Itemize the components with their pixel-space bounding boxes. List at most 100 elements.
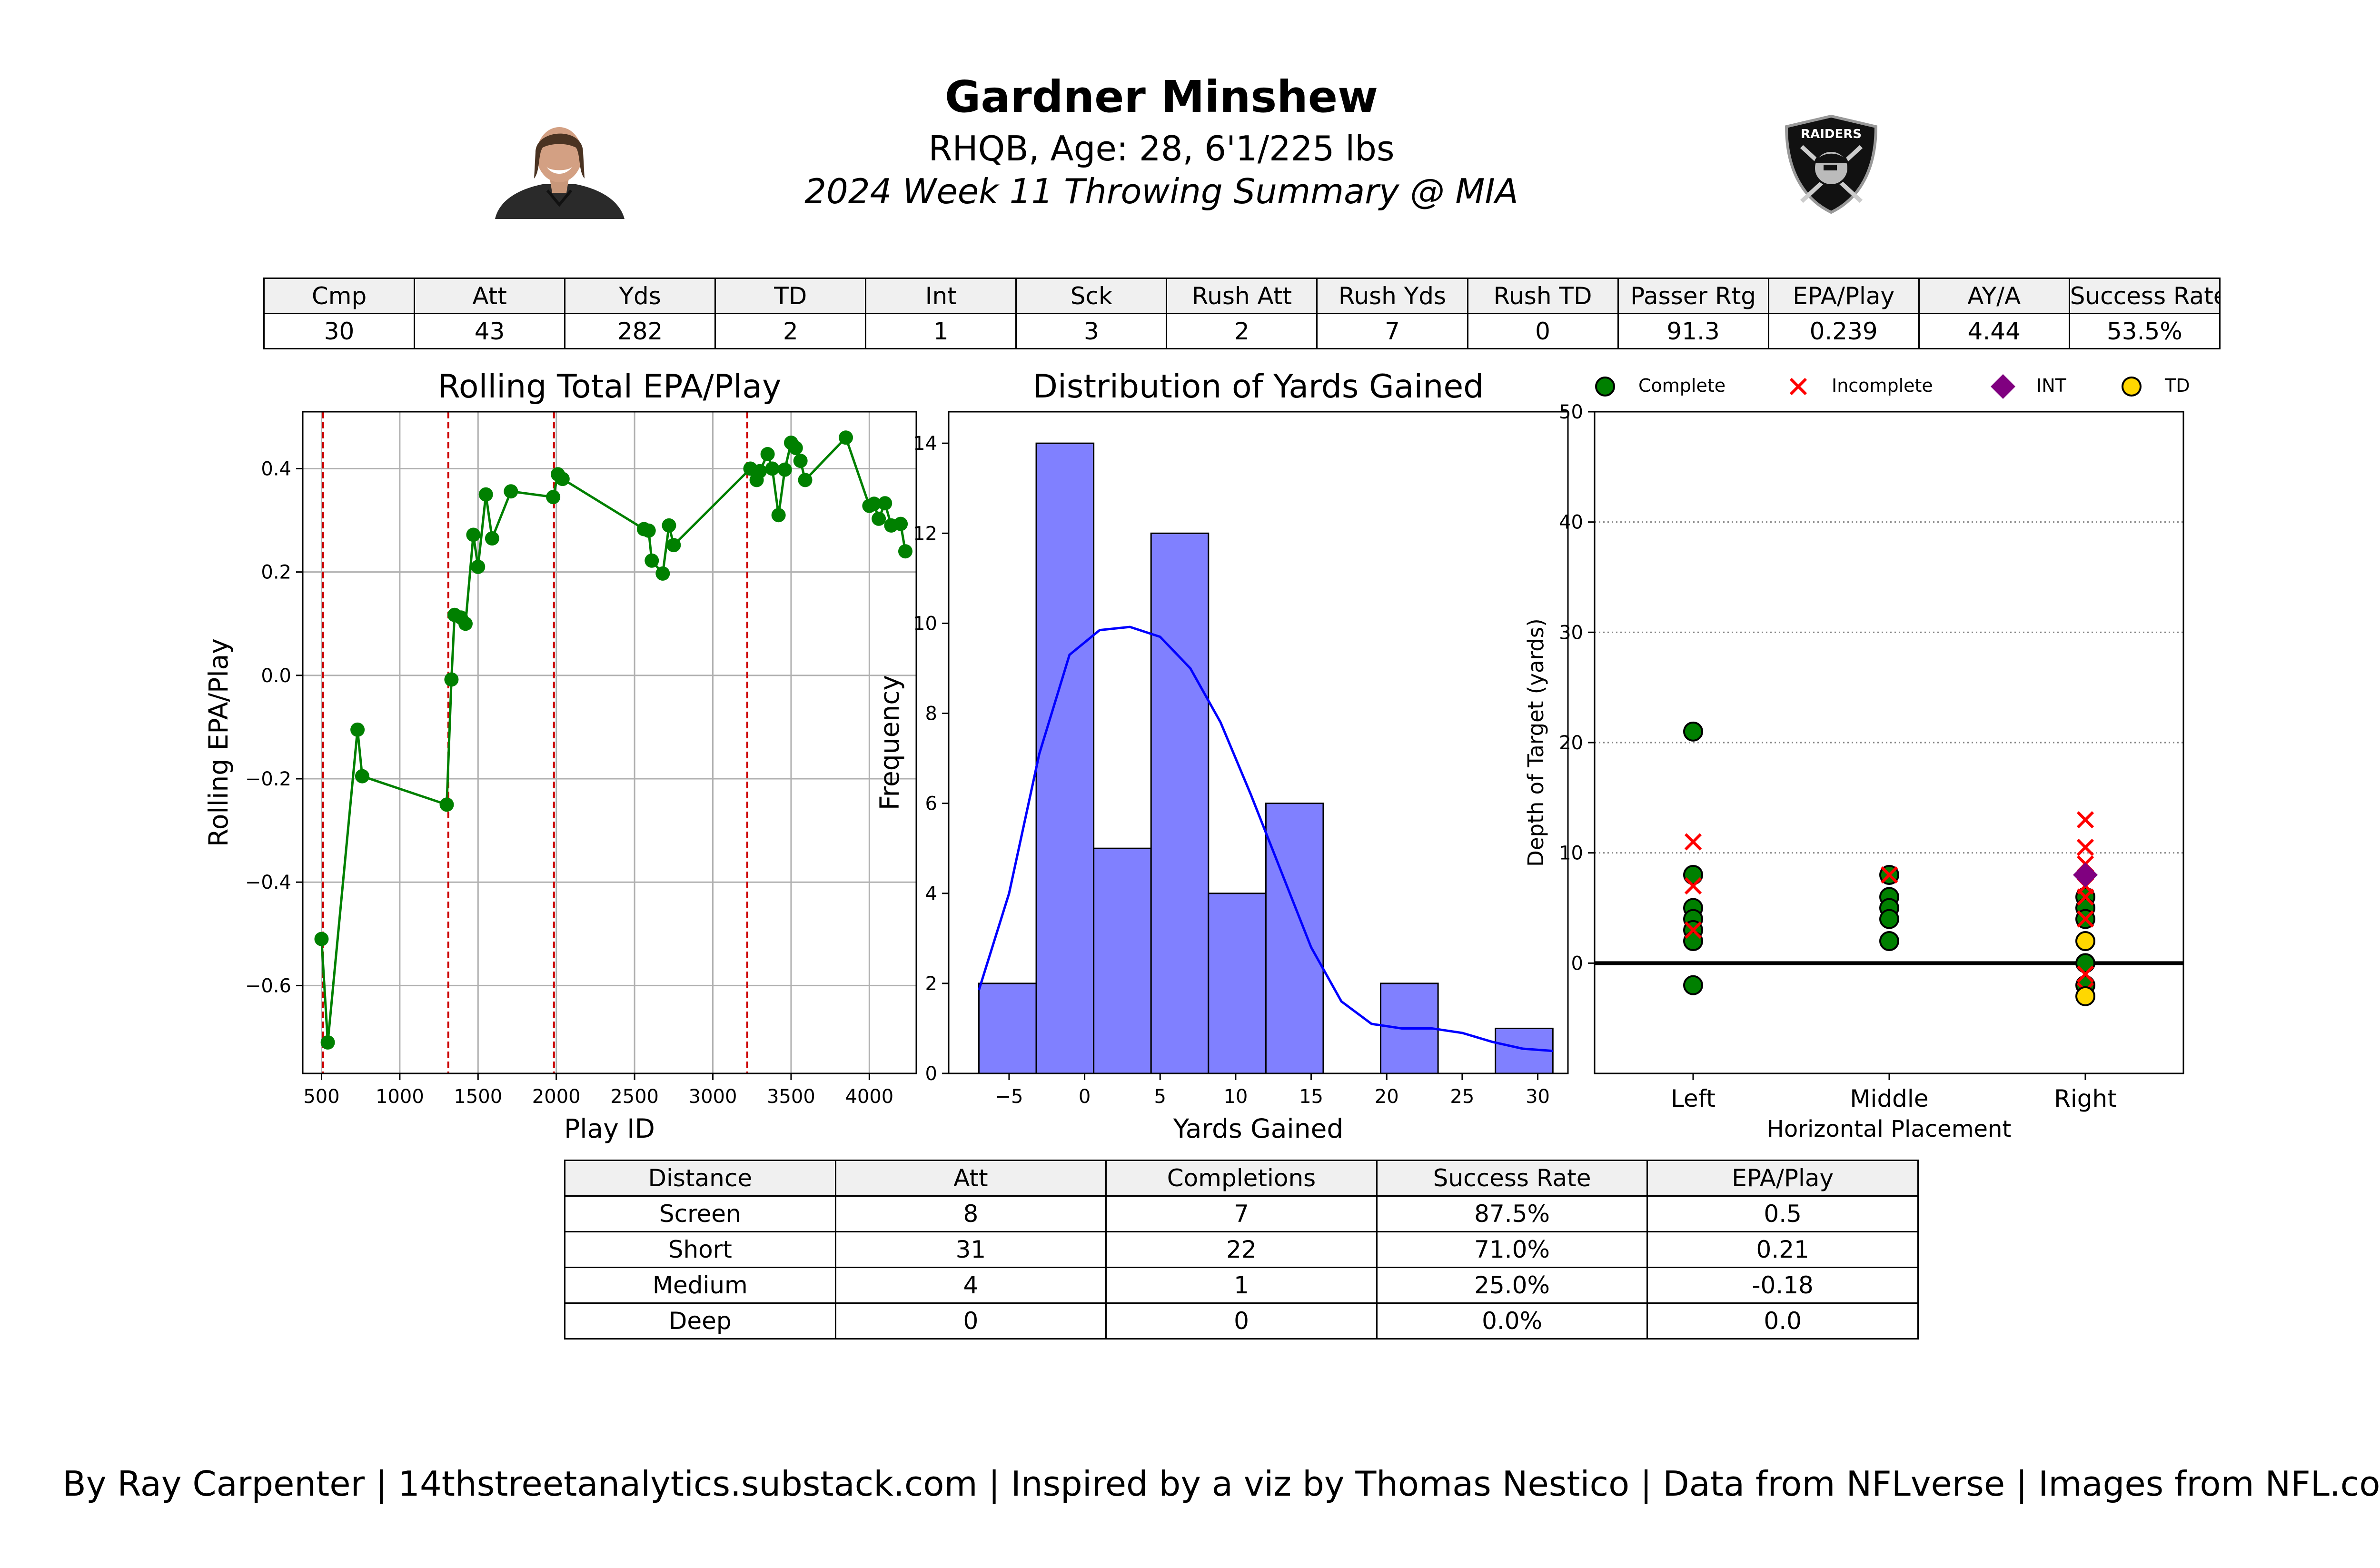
legend-marker-int <box>1991 374 2015 399</box>
epa-point <box>878 496 892 511</box>
epa-point <box>555 472 570 486</box>
stats-header-cell: Att <box>414 278 566 314</box>
depth-point-int <box>2073 863 2098 887</box>
x-tick-label: 0 <box>1079 1086 1091 1108</box>
x-tick-label: 3000 <box>689 1086 737 1108</box>
y-tick-label: 0 <box>1571 953 1583 974</box>
distance-row: Screen 8 7 87.5% 0.5 <box>564 1195 1919 1232</box>
distance-cell: 0.21 <box>1646 1231 1919 1268</box>
stats-value-cell: 2 <box>714 313 867 349</box>
epa-point <box>320 1035 335 1050</box>
depth-point-incomplete <box>2076 838 2094 856</box>
x-tick-label: 1000 <box>376 1086 424 1108</box>
epa-point <box>798 473 813 487</box>
depth-point-incomplete <box>2076 965 2094 983</box>
legend-label: INT <box>2036 375 2067 396</box>
stats-value-cell: 53.5% <box>2068 313 2221 349</box>
stats-value-cell: 91.3 <box>1617 313 1769 349</box>
distance-cell: 7 <box>1105 1195 1378 1232</box>
player-headshot <box>495 127 625 219</box>
y-tick-label: 30 <box>1559 622 1583 644</box>
distance-cell: 87.5% <box>1376 1195 1648 1232</box>
epa-point <box>765 461 780 476</box>
distance-cell: Completions <box>1105 1160 1378 1197</box>
x-axis-label: Yards Gained <box>1173 1113 1344 1144</box>
distance-cell: Distance <box>564 1160 836 1197</box>
epa-point <box>777 462 792 477</box>
y-tick-label: 2 <box>925 973 937 995</box>
stats-header-cell: Rush Att <box>1166 278 1318 314</box>
distance-row: Deep 0 0 0.0% 0.0 <box>564 1302 1919 1340</box>
epa-series-line <box>320 435 907 1043</box>
epa-point <box>458 616 473 631</box>
stats-value-cell: 7 <box>1316 313 1468 349</box>
epa-point <box>466 527 481 542</box>
y-tick-label: 14 <box>913 433 937 455</box>
y-tick-label: 6 <box>925 793 937 815</box>
x-tick-label: 4000 <box>845 1086 893 1108</box>
epa-point <box>760 447 775 462</box>
game-summary: 2024 Week 11 Throwing Summary @ MIA <box>804 171 1518 211</box>
stats-header-cell: Sck <box>1015 278 1168 314</box>
histogram-bar <box>1150 532 1210 1074</box>
stats-value-cell: 2 <box>1166 313 1318 349</box>
distance-cell: Short <box>564 1231 836 1268</box>
x-axis-label: Horizontal Placement <box>1767 1116 2012 1142</box>
distance-cell: 8 <box>834 1195 1107 1232</box>
x-axis-label: Play ID <box>564 1113 655 1144</box>
depth-point-complete <box>1879 909 1899 929</box>
y-tick-label: 4 <box>925 883 937 905</box>
epa-point <box>350 722 365 737</box>
distance-cell: 4 <box>834 1267 1107 1304</box>
epa-point <box>788 441 803 456</box>
y-tick-label: 0 <box>925 1063 937 1085</box>
distance-cell: 0.5 <box>1646 1195 1919 1232</box>
y-tick-label: −0.4 <box>245 872 291 893</box>
epa-point <box>504 484 518 499</box>
epa-point <box>641 523 656 538</box>
epa-point <box>839 430 853 445</box>
x-tick-label: 2500 <box>610 1086 659 1108</box>
distance-cell: Medium <box>564 1267 836 1304</box>
epa-point <box>355 769 369 784</box>
depth-point-complete <box>1879 931 1899 951</box>
distance-cell: 0.0 <box>1646 1302 1919 1340</box>
depth-point-incomplete <box>1684 833 1702 851</box>
y-tick-label: 10 <box>1559 843 1583 864</box>
distance-header-row: Distance Att Completions Success Rate EPA/Pl… <box>564 1160 1919 1197</box>
epa-point <box>666 538 681 553</box>
epa-point <box>546 490 561 505</box>
stats-value-cell: 43 <box>414 313 566 349</box>
epa-point <box>867 496 882 511</box>
team-logo-text: RAIDERS <box>1801 127 1862 141</box>
distance-cell: 22 <box>1105 1231 1378 1268</box>
x-tick-label: 10 <box>1223 1086 1248 1108</box>
x-tick-label: 30 <box>1526 1086 1550 1108</box>
depth-point-incomplete <box>2076 888 2094 906</box>
stats-header-cell: Yds <box>564 278 716 314</box>
y-tick-label: 20 <box>1559 732 1583 754</box>
stats-header-cell: Success Rate <box>2068 278 2221 314</box>
depth-point-incomplete <box>1880 866 1898 884</box>
y-tick-label: −0.2 <box>245 768 291 790</box>
y-tick-label: 0.2 <box>261 562 291 584</box>
x-tick-label: Right <box>2054 1085 2117 1112</box>
epa-point <box>753 464 767 478</box>
y-tick-label: 8 <box>925 703 937 725</box>
distance-cell: 0.0% <box>1376 1302 1648 1340</box>
stats-header-cell: Int <box>865 278 1017 314</box>
x-tick-label: 2000 <box>532 1086 581 1108</box>
player-info: RHQB, Age: 28, 6'1/225 lbs <box>928 129 1395 169</box>
distance-cell: 31 <box>834 1231 1107 1268</box>
distance-cell: 0 <box>1105 1302 1378 1340</box>
depth-point-td <box>2075 931 2095 951</box>
distance-cell: 71.0% <box>1376 1231 1648 1268</box>
plot-frame <box>1594 411 2184 1074</box>
depth-point-td <box>2075 986 2095 1006</box>
stats-header-cell: TD <box>714 278 867 314</box>
epa-point <box>439 797 454 812</box>
y-axis-label: Depth of Target (yards) <box>1523 618 1548 867</box>
stats-header-cell: Passer Rtg <box>1617 278 1769 314</box>
x-tick-label: 25 <box>1450 1086 1474 1108</box>
